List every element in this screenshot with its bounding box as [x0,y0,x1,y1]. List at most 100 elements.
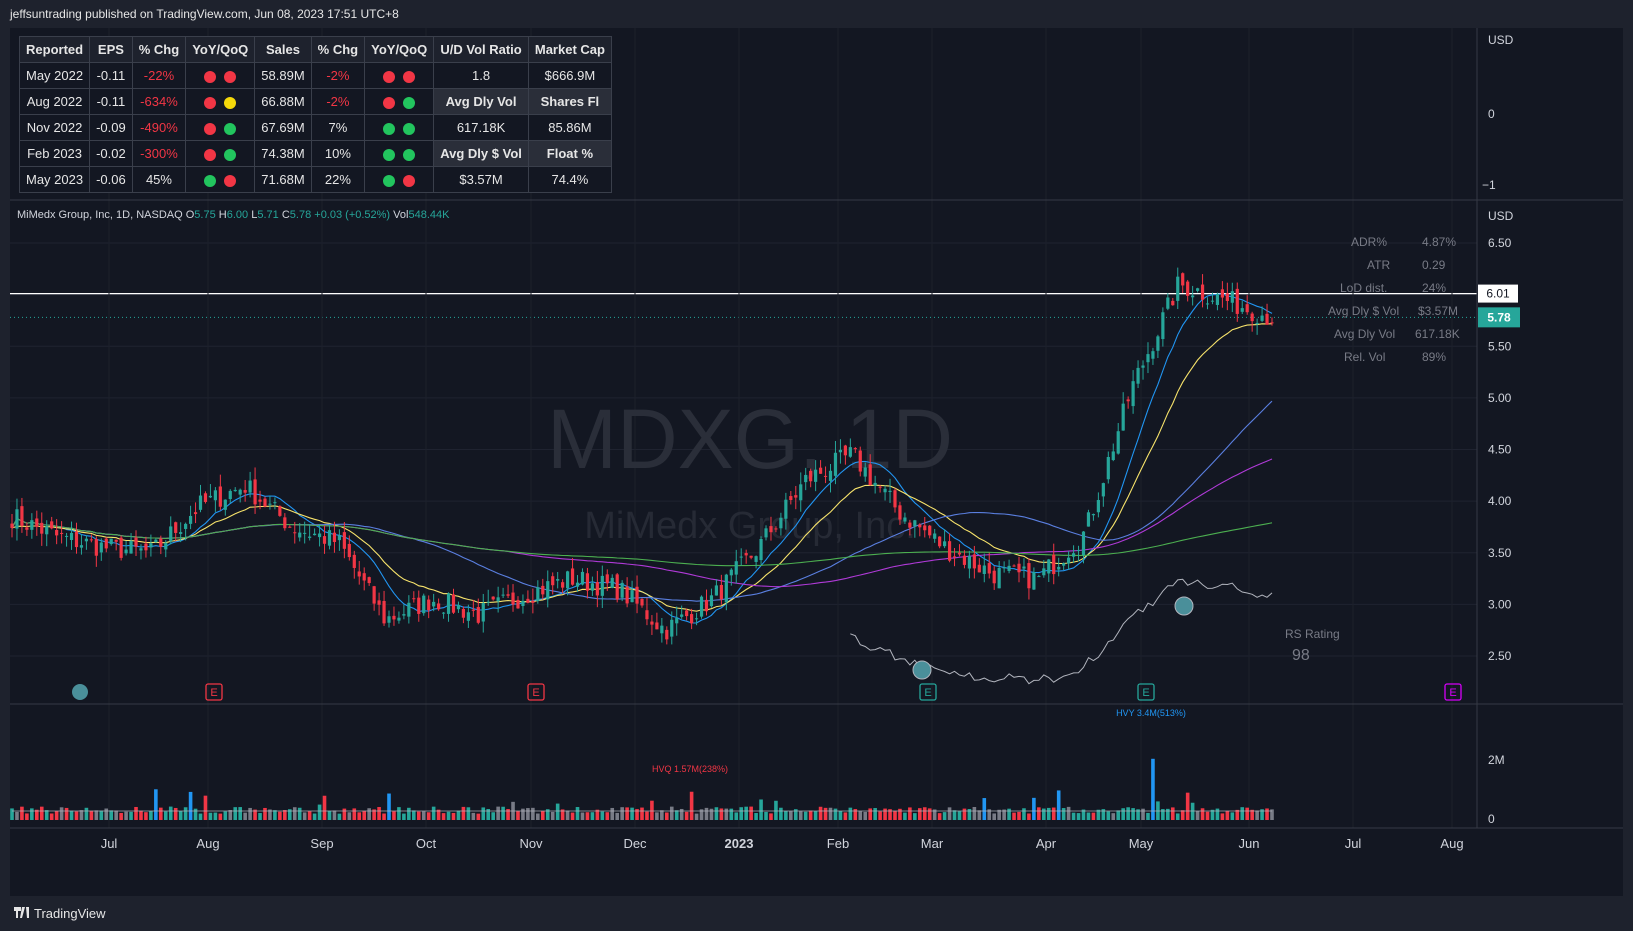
volume-bar [287,809,292,820]
candle-body [496,597,500,602]
volume-bar [1151,758,1155,820]
candle-body [1181,273,1185,286]
red-dot-icon [383,70,396,83]
price-tick-label: 3.50 [1488,546,1512,560]
candle-body [253,479,257,505]
volume-bar [337,813,342,820]
candle-body [645,610,649,620]
candle-body [546,581,550,600]
candle-body [1230,291,1234,303]
volume-bar [575,807,580,820]
volume-bar [1166,808,1170,820]
fund-cell: 74.38M [254,140,312,167]
chart-canvas[interactable]: MDXG, 1D MiMedx Group, Inc. RS Rating98 … [10,28,1623,896]
candle-body [1250,313,1254,322]
candle-body [109,538,113,545]
volume-bar [1101,809,1106,820]
candle-body [556,579,560,581]
candle-body [858,450,862,472]
candle-body [749,555,753,558]
red-dot-icon [383,96,396,109]
pane-separators [10,28,1623,829]
volume-bar [749,806,753,820]
candle-body [694,618,699,620]
volume-bar [188,791,193,820]
candle-body [913,520,917,527]
volume-bar [54,810,59,820]
red-dot-icon [204,96,217,109]
volume-bar [1220,813,1225,820]
volume-bar [283,809,287,820]
volume-bar [1071,812,1076,820]
volume-bar [903,812,907,820]
volume-bar [1002,809,1006,820]
volume-bar [461,806,466,820]
candle-body [1225,293,1229,301]
candle-body [45,526,49,535]
candle-body [466,612,470,621]
candle-body [20,506,24,526]
volume-bar [44,810,49,820]
volume-bar [759,799,763,820]
volume-bar [1027,813,1031,820]
fund-cell: Aug 2022 [18,88,91,115]
candle-body [317,533,322,538]
fund-col-header: U/D Vol Ratio [433,36,529,63]
candle-body [1141,365,1145,368]
candle-body [938,536,942,547]
green-dot-icon [403,148,416,161]
candle-body [1076,550,1081,552]
candle-body [441,612,446,614]
volume-bar [962,808,967,820]
fund-cell: 617.18K [433,114,529,141]
stat-value: 89% [1422,350,1447,364]
volume-bar [540,810,545,820]
candle-body [665,629,669,640]
symbol-legend[interactable]: MiMedx Group, Inc, 1D, NASDAQ O5.75 H6.0… [17,209,449,221]
volume-bar [630,807,634,820]
volume-bar [769,813,773,820]
earnings-marker-letter: E [924,687,931,699]
candle-body [30,520,34,530]
volume-bar [367,808,371,820]
volume-bar [39,806,44,820]
candle-body [293,532,297,534]
time-tick-label: Jul [101,836,118,851]
pane1-tick-label: 0 [1488,107,1495,121]
volume-bar [744,806,748,820]
fund-col-header: % Chg [310,36,366,63]
time-tick-label: Feb [827,836,849,851]
volume-bar [1042,808,1046,820]
volume-bar [268,809,272,820]
fund-col-header: Market Cap [527,36,612,63]
stat-label: Rel. Vol [1344,350,1386,364]
candle-body [461,608,466,618]
volume-bar [243,812,247,820]
time-tick-label: Sep [310,836,333,851]
candle-body [208,495,213,498]
fund-cell: Shares Fl [527,88,612,115]
volume-bar [878,811,882,820]
candle-body [198,495,203,510]
volume-bar [863,811,868,820]
candle-body [863,467,867,477]
candle-body [1205,303,1210,305]
volume-bar [570,812,575,820]
candle-body [1067,557,1071,564]
candle-body [868,464,872,486]
price-tick-label: 6.50 [1488,236,1512,250]
volume-bar [1200,808,1205,820]
fund-dots-cell [185,166,256,193]
candle-body [322,536,327,544]
time-tick-label: Oct [416,836,437,851]
candle-body [432,601,436,607]
time-tick-label: Jun [1239,836,1260,851]
candle-body [193,512,198,515]
candle-body [60,532,64,534]
candle-body [1270,322,1274,324]
fund-cell: -2% [310,62,366,89]
publish-header: jeffsuntrading published on TradingView.… [0,0,1633,28]
candle-body [362,573,366,581]
fund-dots-cell [185,88,256,115]
candle-body [1186,281,1190,296]
